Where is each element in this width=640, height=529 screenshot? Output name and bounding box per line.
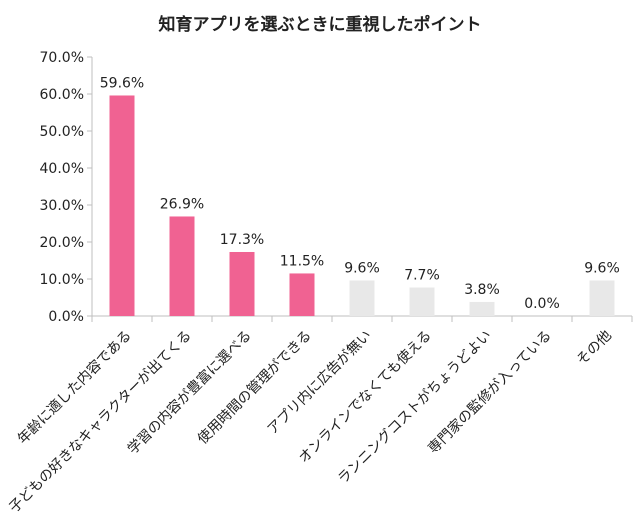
y-tick-label: 0.0%	[48, 309, 84, 325]
x-tick-label: 年齢に適した内容である	[14, 327, 135, 448]
bar	[229, 251, 255, 316]
x-tick-label: 専門家の監修が入っている	[424, 327, 554, 457]
chart-title: 知育アプリを選ぶときに重視したポイント	[158, 15, 482, 35]
data-label: 9.6%	[584, 260, 620, 276]
y-tick-label: 30.0%	[40, 198, 84, 214]
x-tick-label: その他	[574, 328, 615, 369]
y-tick-label: 50.0%	[40, 124, 84, 140]
y-tick-label: 70.0%	[40, 50, 84, 66]
y-tick-label: 20.0%	[40, 235, 84, 251]
bar	[469, 301, 495, 316]
bar	[109, 95, 135, 316]
data-label: 11.5%	[280, 253, 324, 269]
bar	[589, 280, 615, 316]
data-label: 9.6%	[344, 260, 380, 276]
y-tick-label: 60.0%	[40, 87, 84, 103]
data-label: 59.6%	[100, 75, 144, 91]
data-label: 3.8%	[464, 282, 500, 298]
x-tick-label: 使用時間の管理ができる	[194, 327, 315, 448]
bar	[169, 216, 195, 316]
y-tick-label: 40.0%	[40, 161, 84, 177]
bar	[289, 273, 315, 316]
x-tick-label: アプリ内に広告が無い	[265, 328, 375, 438]
data-label: 7.7%	[404, 268, 440, 284]
data-label: 26.9%	[160, 196, 204, 212]
y-tick-label: 10.0%	[40, 272, 84, 288]
x-tick-label: 学習の内容が豊富に選べる	[124, 327, 255, 458]
data-label: 17.3%	[220, 232, 264, 248]
bar	[409, 287, 435, 316]
data-label: 0.0%	[524, 296, 560, 312]
bar	[349, 280, 375, 316]
